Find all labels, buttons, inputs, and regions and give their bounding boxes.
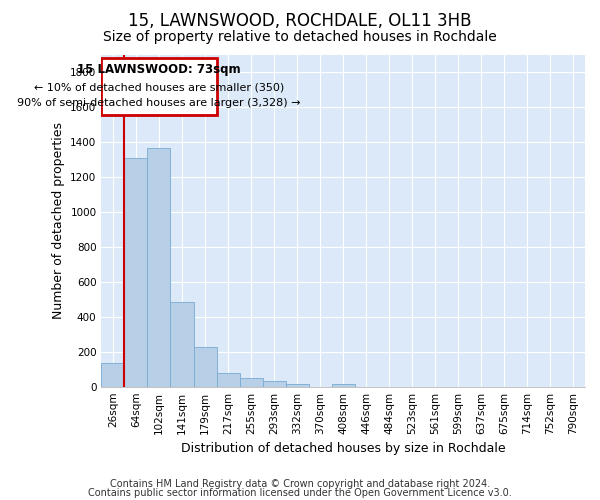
Text: Size of property relative to detached houses in Rochdale: Size of property relative to detached ho… — [103, 30, 497, 44]
Bar — [239, 378, 263, 386]
Bar — [194, 346, 217, 387]
Y-axis label: Number of detached properties: Number of detached properties — [52, 122, 65, 320]
Bar — [101, 363, 124, 386]
X-axis label: Distribution of detached houses by size in Rochdale: Distribution of detached houses by size … — [181, 442, 506, 455]
Text: Contains HM Land Registry data © Crown copyright and database right 2024.: Contains HM Land Registry data © Crown c… — [110, 479, 490, 489]
Bar — [124, 158, 148, 386]
Bar — [332, 384, 355, 386]
Text: 15 LAWNSWOOD: 73sqm: 15 LAWNSWOOD: 73sqm — [77, 64, 241, 76]
Bar — [286, 384, 308, 386]
Bar — [170, 302, 194, 386]
Text: 90% of semi-detached houses are larger (3,328) →: 90% of semi-detached houses are larger (… — [17, 98, 301, 108]
FancyBboxPatch shape — [101, 58, 217, 115]
Bar — [263, 382, 286, 386]
Text: 15, LAWNSWOOD, ROCHDALE, OL11 3HB: 15, LAWNSWOOD, ROCHDALE, OL11 3HB — [128, 12, 472, 30]
Text: ← 10% of detached houses are smaller (350): ← 10% of detached houses are smaller (35… — [34, 83, 284, 93]
Bar — [217, 372, 239, 386]
Text: Contains public sector information licensed under the Open Government Licence v3: Contains public sector information licen… — [88, 488, 512, 498]
Bar — [148, 148, 170, 386]
